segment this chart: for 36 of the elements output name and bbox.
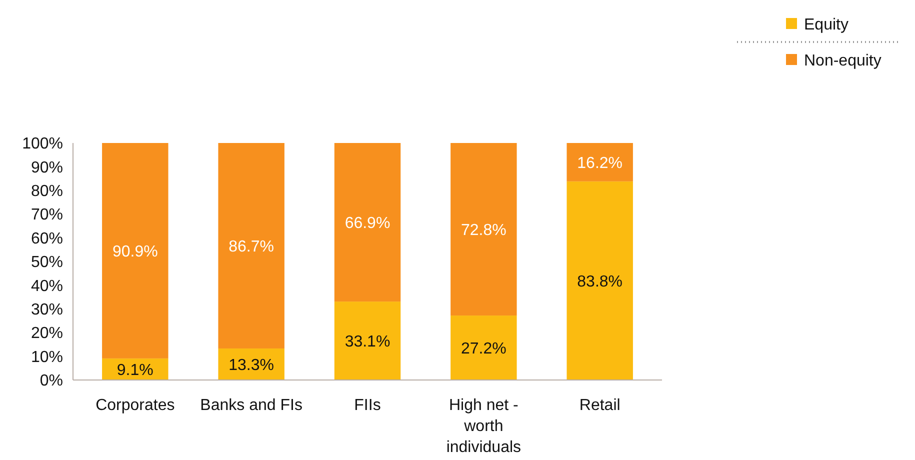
y-tick-label: 50% (30, 254, 63, 272)
y-tick-label: 20% (30, 325, 63, 342)
x-tick-label: High net -worth individuals (446, 397, 522, 456)
data-label: 33.1% (344, 333, 390, 350)
y-tick-label: 0% (40, 372, 63, 390)
bar (334, 143, 401, 302)
y-tick-label: 80% (30, 183, 63, 200)
data-label: 16.2% (577, 154, 623, 172)
data-label: 83.8% (577, 273, 623, 290)
y-tick-label: 30% (30, 302, 63, 318)
data-label: 9.1% (116, 362, 154, 379)
data-label: 86.7% (228, 238, 274, 256)
data-label: 90.9% (112, 243, 158, 260)
legend-label: Equity (804, 16, 848, 34)
bar (566, 143, 633, 182)
x-tick-label: FIIs (354, 397, 381, 414)
y-tick-label: 70% (30, 206, 63, 224)
bar (102, 143, 168, 358)
y-tick-label: 40% (30, 278, 63, 295)
data-label: 72.8% (460, 222, 506, 239)
data-label: 13.3% (228, 356, 274, 374)
y-tick-label: 90% (30, 159, 63, 176)
x-tick-label: Retail (579, 397, 620, 414)
bar (334, 302, 401, 380)
legend-label: Non-equity (804, 52, 882, 70)
bar (218, 143, 284, 348)
data-label: 27.2% (460, 340, 506, 358)
x-tick-label: Banks and FIs (200, 397, 302, 414)
bar (566, 181, 633, 380)
bar (450, 143, 517, 316)
y-tick-label: 10% (30, 348, 63, 366)
y-tick-label: 100% (22, 136, 63, 153)
x-tick-label: Corporates (96, 397, 175, 414)
bar (450, 316, 517, 380)
y-tick-label: 60% (30, 230, 63, 248)
data-label: 66.9% (344, 214, 390, 232)
